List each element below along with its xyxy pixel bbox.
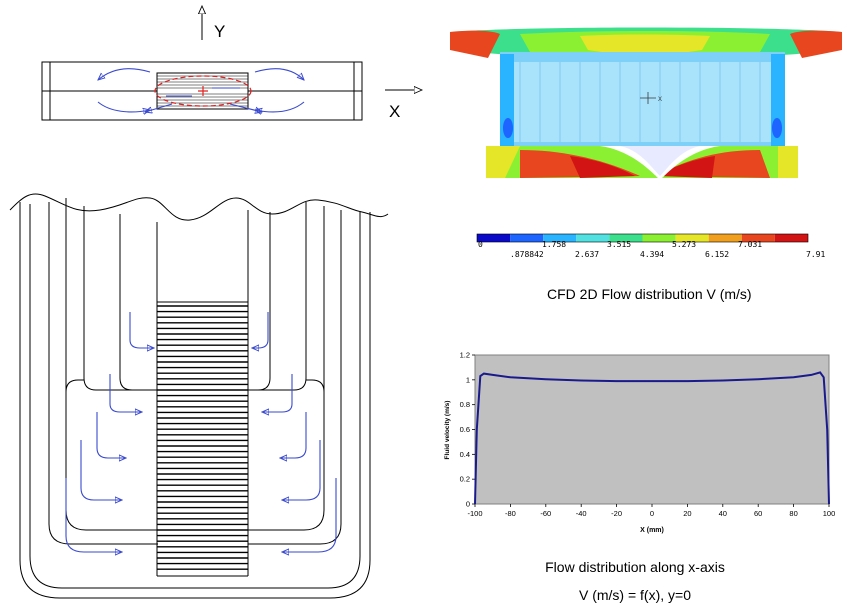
plan-flow-arrows <box>98 68 304 112</box>
scale-top-0: 0 <box>478 240 483 249</box>
scale-swatch-2 <box>543 234 577 242</box>
scale-swatch-9 <box>774 234 808 242</box>
y-tick-label-2: 0.4 <box>460 450 470 459</box>
chart-x-label: X (mm) <box>640 527 664 534</box>
scale-swatch-5 <box>642 234 676 242</box>
chart-plot-area <box>474 354 830 505</box>
scale-swatch-0 <box>477 234 511 242</box>
scale-bottom-1: 2.637 <box>575 250 599 259</box>
x-tick-label-8: 60 <box>754 509 762 518</box>
scale-top-3: 5.273 <box>672 240 696 249</box>
y-tick-label-4: 0.8 <box>460 400 470 409</box>
x-tick-label-3: -40 <box>576 509 587 518</box>
chart-series-line <box>474 371 830 505</box>
x-tick-label-1: -80 <box>505 509 516 518</box>
x-tick-label-0: -100 <box>467 509 482 518</box>
plan-region-ellipse <box>154 75 252 107</box>
chart-x-ticks: -100 -80 -60 -40 -20 0 20 40 60 80 100 <box>467 504 835 518</box>
svg-text:X: X <box>658 97 662 103</box>
y-axis-label: Y <box>214 22 225 41</box>
plan-view-diagram: Y X <box>41 6 422 121</box>
scale-swatch-6 <box>675 234 709 242</box>
x-tick-label-4: -20 <box>611 509 622 518</box>
y-tick-label-1: 0.2 <box>460 475 470 484</box>
scale-top-4: 7.031 <box>738 240 762 249</box>
scale-bottom-2: 4.394 <box>640 250 664 259</box>
graph-caption-line1: Flow distribution along x-axis <box>545 559 725 575</box>
scale-bottom-0: .878842 <box>510 250 544 259</box>
cfd-contour-plot: X <box>450 26 842 180</box>
chart-y-ticks: 0 0.2 0.4 0.6 0.8 1 1.2 <box>460 351 475 509</box>
cfd-color-scale: 0 1.758 3.515 5.273 7.031 .878842 2.637 … <box>476 233 825 259</box>
cfd-caption: CFD 2D Flow distribution V (m/s) <box>547 286 752 302</box>
scale-swatch-3 <box>576 234 610 242</box>
core-plate-stack <box>157 301 248 577</box>
scale-swatch-7 <box>708 234 742 242</box>
liquid-surface-wave <box>9 193 389 221</box>
y-tick-label-3: 0.6 <box>460 425 470 434</box>
scale-top-1: 1.758 <box>542 240 566 249</box>
scale-bottom-4: 7.91 <box>806 250 825 259</box>
x-axis-label: X <box>389 102 400 121</box>
x-tick-label-2: -60 <box>540 509 551 518</box>
scale-bottom-3: 6.152 <box>705 250 729 259</box>
plan-core-stack <box>154 72 252 110</box>
scale-swatch-4 <box>609 234 643 242</box>
y-tick-label-6: 1.2 <box>460 351 470 360</box>
y-tick-label-5: 1 <box>466 375 470 384</box>
x-tick-label-5: 0 <box>650 509 654 518</box>
velocity-line-chart: 0 0.2 0.4 0.6 0.8 1 1.2 -100 -80 -60 -40 -20 0 20 40 6… <box>444 351 835 535</box>
x-tick-label-10: 100 <box>823 509 836 518</box>
cross-section-flow-arrows <box>65 312 337 552</box>
vessel-inner-wall <box>29 204 361 589</box>
chart-y-label: Fluid velocity (m/s) <box>444 401 451 460</box>
vessel-outer-wall <box>19 202 371 599</box>
x-tick-label-9: 80 <box>789 509 797 518</box>
cross-section-diagram <box>9 193 389 599</box>
y-tick-label-0: 0 <box>466 500 470 509</box>
x-tick-label-6: 20 <box>683 509 691 518</box>
scale-top-2: 3.515 <box>607 240 631 249</box>
scale-swatch-8 <box>741 234 775 242</box>
graph-caption-line2: V (m/s) = f(x), y=0 <box>579 587 691 603</box>
scale-swatch-1 <box>510 234 544 242</box>
x-tick-label-7: 40 <box>719 509 727 518</box>
